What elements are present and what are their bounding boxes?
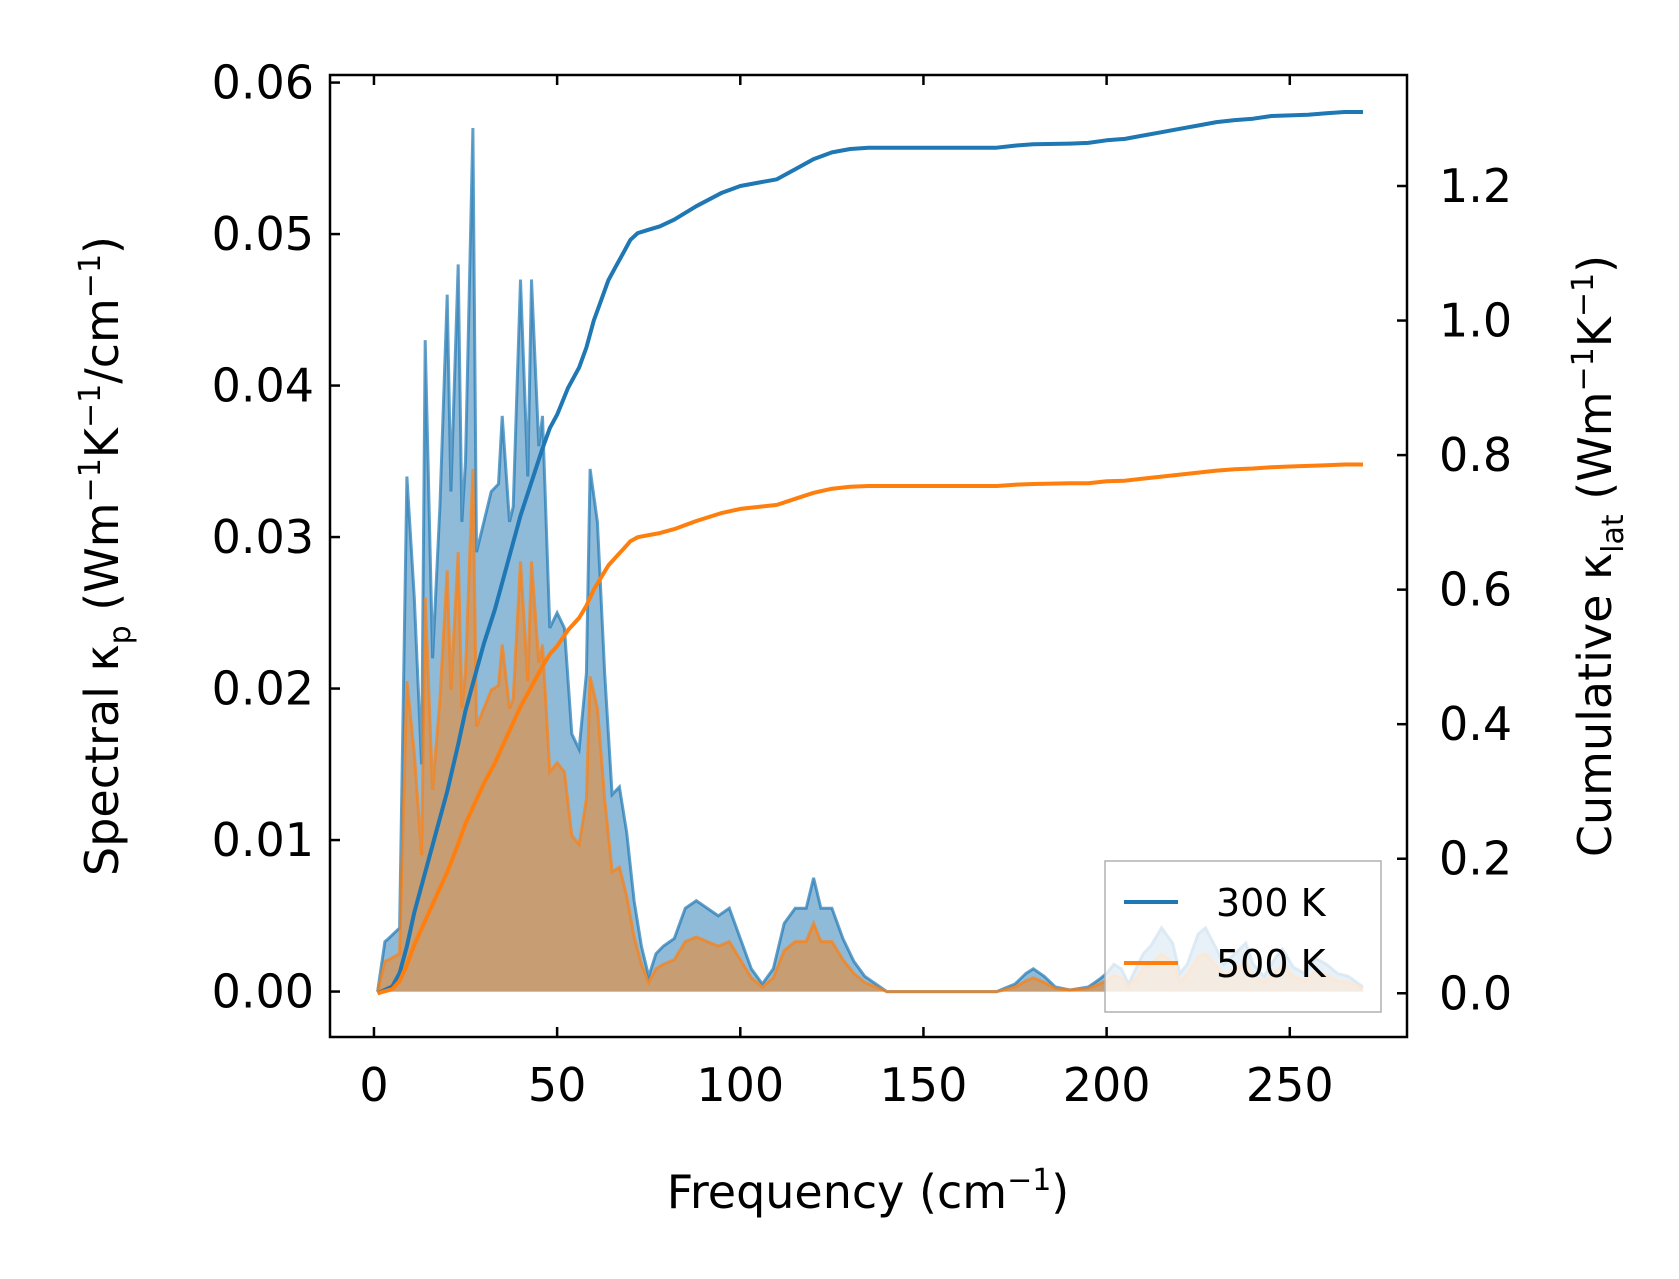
left-y-tick-label: 0.05 [212, 207, 314, 261]
right-y-tick-label: 0.6 [1439, 563, 1512, 617]
x-tick-label: 50 [528, 1058, 587, 1112]
left-y-tick-label: 0.00 [212, 965, 314, 1019]
x-tick-label: 0 [359, 1058, 388, 1112]
x-axis-label: Frequency (cm−1) [667, 1163, 1070, 1219]
x-tick-label: 150 [880, 1058, 968, 1112]
plot-frame [328, 73, 1409, 1039]
left-y-axis-ticks: 0.00 0.01 0.02 0.03 0.04 0.05 0.06 [212, 56, 340, 1019]
right-y-tick-label: 0.0 [1439, 966, 1512, 1020]
left-y-axis-label: Spectral κp (Wm−1K−1/cm−1) [73, 236, 138, 876]
left-y-tick-label: 0.04 [212, 359, 314, 413]
right-y-axis-ticks: 0.0 0.2 0.4 0.6 0.8 1.0 1.2 [1397, 159, 1512, 1020]
left-y-tick-label: 0.06 [212, 56, 314, 110]
cumulative-line-layer [376, 110, 1363, 996]
x-tick-label: 200 [1063, 1058, 1151, 1112]
left-y-tick-label: 0.02 [212, 662, 314, 716]
x-axis-ticks: 0 50 100 150 200 250 [359, 75, 1334, 1112]
right-y-axis-label: Cumulative κlat (Wm−1K−1) [1566, 255, 1631, 857]
legend-box [1104, 860, 1382, 1013]
legend-label-300k: 300 K [1216, 881, 1327, 925]
right-y-tick-label: 1.2 [1439, 159, 1512, 213]
right-y-tick-label: 0.8 [1439, 428, 1512, 482]
right-y-tick-label: 0.4 [1439, 697, 1512, 751]
cumulative-line-500k [377, 462, 1363, 996]
left-y-tick-label: 0.01 [212, 813, 314, 867]
right-y-tick-label: 0.2 [1439, 832, 1512, 886]
spectral-area-500k [377, 468, 1364, 992]
x-tick-label: 100 [696, 1058, 784, 1112]
legend-label-500k: 500 K [1216, 942, 1327, 986]
x-tick-label: 250 [1246, 1058, 1334, 1112]
cumulative-line-300k [376, 110, 1363, 996]
left-y-tick-label: 0.03 [212, 510, 314, 564]
legend: 300 K 500 K [1104, 860, 1382, 1013]
right-y-tick-label: 1.0 [1439, 294, 1512, 348]
